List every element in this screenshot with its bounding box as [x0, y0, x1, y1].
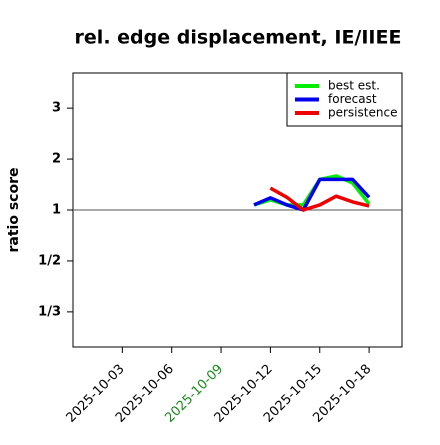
y-tick-label: 1 — [52, 202, 61, 217]
data-line — [253, 177, 371, 212]
legend-label: best est. — [328, 79, 380, 93]
y-tick-label: 3 — [52, 101, 61, 116]
y-axis-label: ratio score — [6, 168, 22, 253]
y-tick-label: 1/2 — [38, 253, 61, 268]
legend-label: forecast — [328, 92, 377, 106]
chart-title: rel. edge displacement, IE/IIEE — [75, 27, 402, 49]
data-line — [269, 186, 370, 212]
y-tick-label: 1/3 — [38, 304, 61, 319]
legend-label: persistence — [328, 106, 397, 120]
y-tick-label: 2 — [52, 152, 61, 167]
